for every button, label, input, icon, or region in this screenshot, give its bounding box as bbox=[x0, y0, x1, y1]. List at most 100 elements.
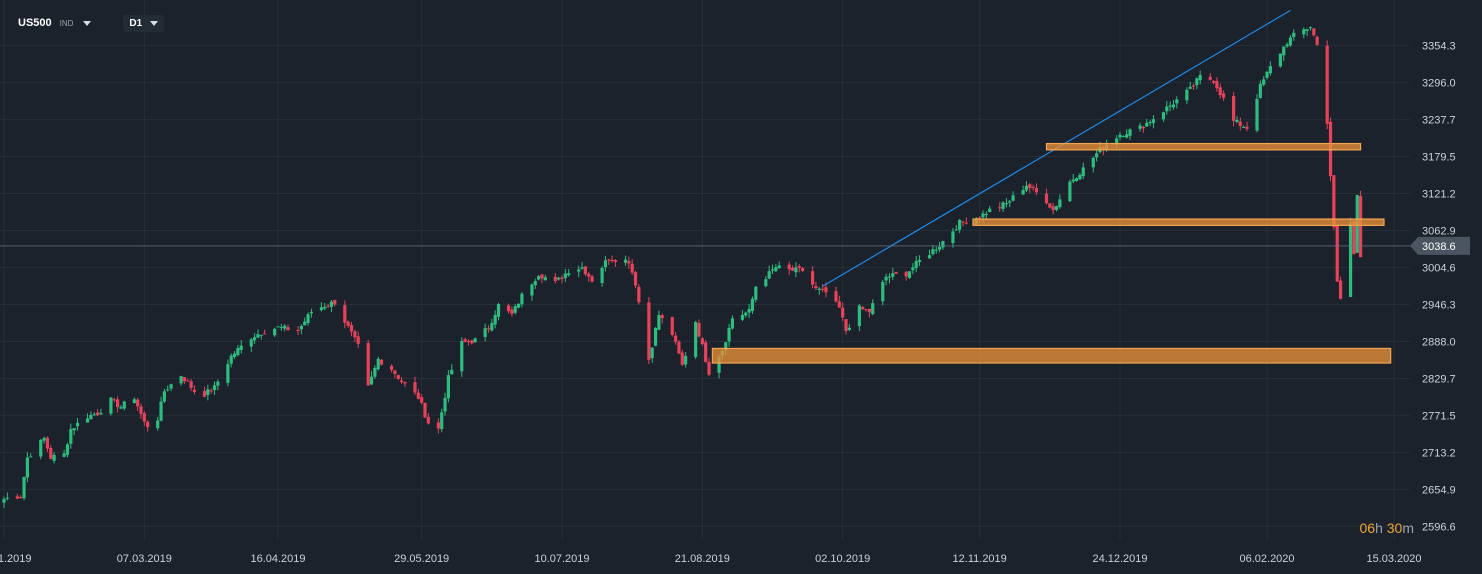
candle-body bbox=[510, 309, 514, 314]
candle-body bbox=[931, 249, 935, 255]
candle-body bbox=[884, 276, 888, 281]
candle-body bbox=[122, 401, 126, 409]
candle-body bbox=[891, 273, 895, 277]
symbol-label[interactable]: US500 bbox=[18, 17, 52, 29]
candle-body bbox=[520, 293, 524, 305]
candle-body bbox=[727, 327, 731, 342]
candle-body bbox=[951, 231, 955, 244]
candle-body bbox=[279, 327, 283, 329]
candle-body bbox=[136, 399, 140, 407]
candle-body bbox=[633, 272, 638, 286]
candle-body bbox=[356, 336, 360, 344]
candle-body bbox=[630, 263, 634, 273]
candle-body bbox=[1358, 196, 1363, 258]
timer-minutes: 30 bbox=[1386, 520, 1403, 536]
candle-body bbox=[416, 392, 420, 399]
candle-body bbox=[189, 381, 193, 388]
y-tick-label: 3237.7 bbox=[1422, 115, 1456, 127]
candle-body bbox=[470, 340, 474, 344]
candle-body bbox=[904, 272, 908, 277]
candle-body bbox=[75, 422, 80, 427]
candle-body bbox=[647, 302, 651, 360]
candle-body bbox=[2, 498, 6, 503]
candle-body bbox=[1058, 199, 1062, 208]
candle-body bbox=[179, 376, 183, 384]
candle-body bbox=[603, 260, 608, 268]
candle-body bbox=[162, 391, 166, 402]
candle-body bbox=[39, 439, 43, 457]
candle-body bbox=[764, 279, 768, 287]
candle-body bbox=[319, 307, 324, 311]
timeframe-selector[interactable]: D1 bbox=[123, 14, 165, 32]
candle-body bbox=[1021, 189, 1025, 195]
candle-body bbox=[1004, 203, 1009, 205]
candle-body bbox=[206, 389, 210, 395]
candle-body bbox=[958, 219, 962, 230]
candle-body bbox=[286, 327, 290, 331]
candle-body bbox=[587, 273, 591, 277]
y-tick-label: 3004.6 bbox=[1422, 262, 1456, 274]
candle-body bbox=[841, 307, 845, 318]
candle-body bbox=[1288, 37, 1293, 46]
candle-body bbox=[730, 318, 735, 329]
candle-body bbox=[650, 347, 654, 359]
candle-body bbox=[1171, 104, 1176, 108]
candle-body bbox=[112, 399, 116, 401]
support-resistance-zone bbox=[972, 218, 1385, 226]
candle-body bbox=[864, 309, 868, 311]
candle-body bbox=[299, 325, 303, 330]
candles bbox=[2, 26, 1363, 508]
candle-body bbox=[590, 276, 594, 282]
candle-body bbox=[212, 385, 217, 390]
candle-body bbox=[740, 314, 745, 320]
annotations[interactable] bbox=[711, 9, 1392, 364]
candle-body bbox=[460, 340, 464, 372]
candle-body bbox=[811, 271, 815, 285]
candle-body bbox=[917, 259, 922, 262]
candle-body bbox=[1095, 153, 1099, 158]
candle-body bbox=[169, 384, 173, 389]
candle-body bbox=[677, 341, 681, 354]
candle-body bbox=[273, 328, 277, 336]
candle-body bbox=[389, 365, 394, 370]
candle-body bbox=[754, 286, 758, 300]
candle-body bbox=[393, 370, 397, 374]
candle-body bbox=[797, 266, 801, 268]
candle-body bbox=[981, 213, 985, 218]
candle-body bbox=[440, 412, 444, 430]
candle-body bbox=[166, 389, 170, 391]
candle-body bbox=[353, 331, 357, 338]
candle-body bbox=[283, 325, 287, 329]
chart-toolbar: US500 IND D1 bbox=[14, 13, 165, 33]
candle-body bbox=[707, 361, 711, 375]
candle-body bbox=[984, 213, 988, 215]
candle-body bbox=[750, 298, 755, 311]
candle-body bbox=[1031, 186, 1035, 188]
x-tick-label: 24.01.2019 bbox=[0, 553, 32, 565]
candle-body bbox=[1302, 29, 1306, 35]
candle-body bbox=[309, 311, 314, 314]
candle-body bbox=[600, 267, 604, 284]
symbol-type-label: IND bbox=[59, 18, 74, 28]
candle-body bbox=[236, 348, 240, 356]
candle-body bbox=[1335, 225, 1339, 282]
current-price-label: 3038.6 bbox=[1422, 241, 1456, 253]
symbol-dropdown-icon[interactable] bbox=[83, 20, 92, 26]
candle-body bbox=[954, 229, 958, 231]
candle-body bbox=[697, 322, 701, 337]
candle-body bbox=[871, 303, 875, 315]
candle-body bbox=[1255, 98, 1259, 131]
candle-body bbox=[182, 376, 187, 382]
candle-body bbox=[1011, 195, 1015, 201]
candle-body bbox=[1125, 134, 1129, 138]
candle-body bbox=[1068, 181, 1072, 202]
candle-body bbox=[914, 260, 918, 269]
candle-body bbox=[777, 265, 781, 269]
candle-body bbox=[426, 416, 430, 424]
candle-body bbox=[774, 267, 778, 272]
candle-body bbox=[1332, 175, 1336, 228]
candle-body bbox=[1168, 105, 1172, 107]
candle-body bbox=[92, 414, 96, 416]
candle-body bbox=[1001, 202, 1005, 209]
